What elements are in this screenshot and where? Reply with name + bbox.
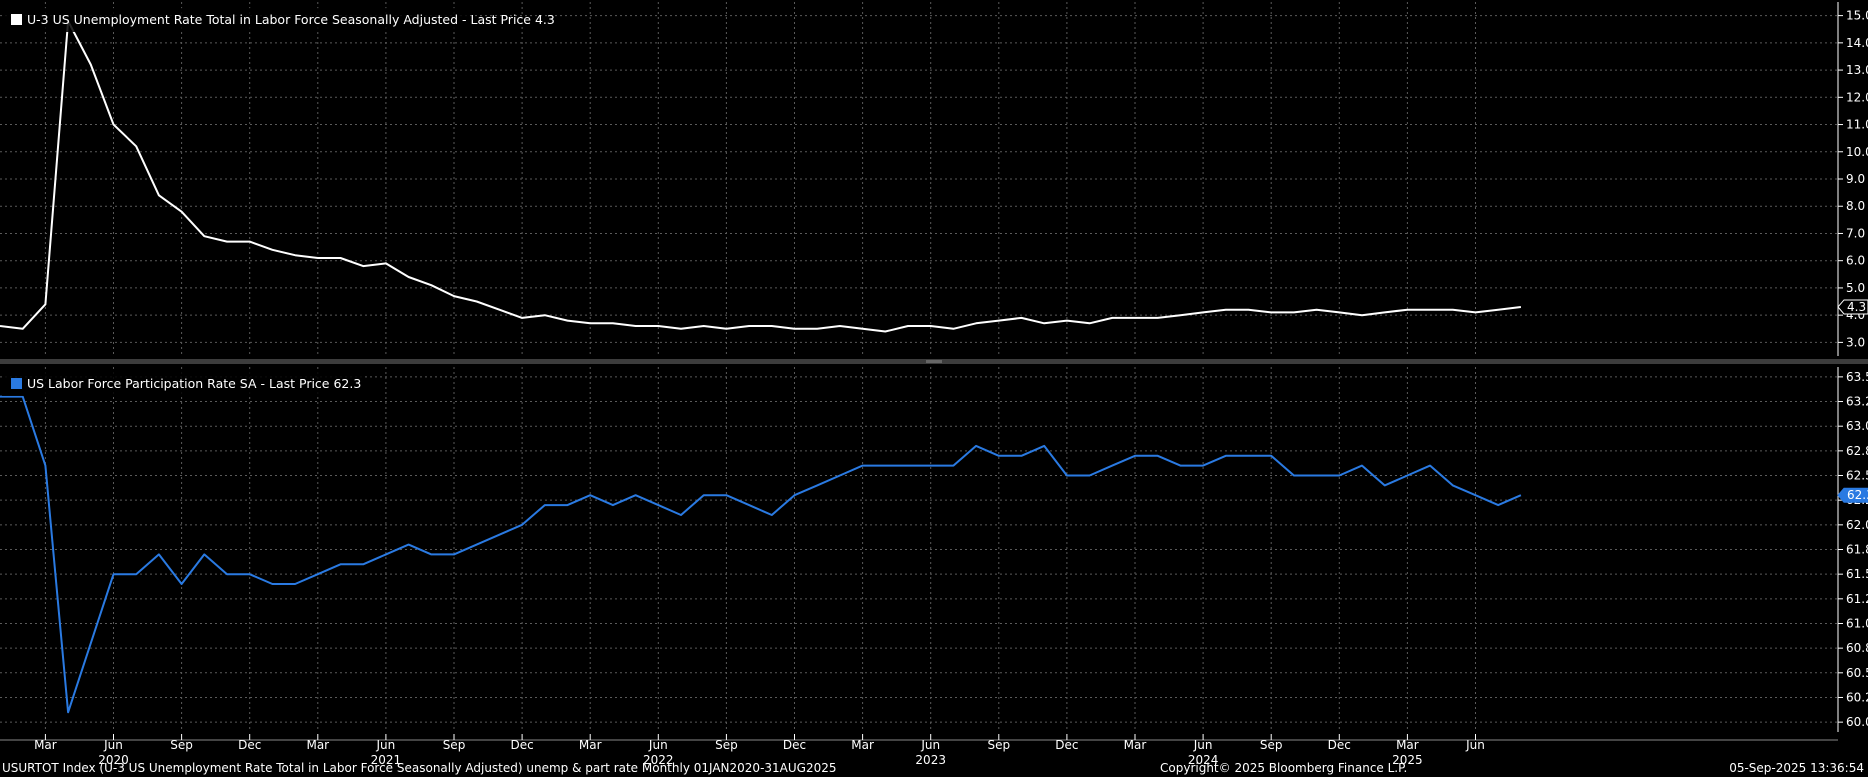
participation-ytick-label: 61.2 — [1846, 592, 1868, 606]
x-tick-month-label: Mar — [851, 738, 874, 752]
participation-ytick-label: 61.0 — [1846, 616, 1868, 630]
unemployment-last-price-label: 4.3 — [1847, 300, 1866, 314]
x-tick-month-label: Sep — [170, 738, 193, 752]
panel-divider-handle[interactable] — [926, 360, 942, 363]
unemployment-ytick-label: 11.0 — [1846, 118, 1868, 132]
x-tick-month-label: Dec — [238, 738, 261, 752]
x-tick-year-label: 2025 — [1392, 753, 1423, 767]
x-tick-month-label: Mar — [579, 738, 602, 752]
participation-ytick-label: 61.5 — [1846, 567, 1868, 581]
x-tick-month-label: Jun — [1193, 738, 1213, 752]
top-panel-legend: U-3 US Unemployment Rate Total in Labor … — [2, 8, 555, 32]
participation-ytick-label: 62.0 — [1846, 518, 1868, 532]
participation-rate-line — [0, 395, 1522, 714]
unemployment-ytick-label: 15.0 — [1846, 9, 1868, 23]
bottom-panel-legend: US Labor Force Participation Rate SA - L… — [2, 372, 364, 396]
x-tick-month-label: Dec — [783, 738, 806, 752]
participation-legend-swatch — [11, 378, 22, 389]
participation-ytick-label: 60.5 — [1846, 666, 1868, 680]
footer-timestamp: 05-Sep-2025 13:36:54 — [1729, 761, 1864, 775]
unemployment-ytick-label: 14.0 — [1846, 36, 1868, 50]
participation-legend-label: US Labor Force Participation Rate SA - L… — [27, 376, 361, 391]
unemployment-ytick-label: 6.0 — [1846, 254, 1865, 268]
participation-ytick-label: 63.0 — [1846, 419, 1868, 433]
unemployment-ytick-label: 7.0 — [1846, 226, 1865, 240]
footer-copyright: Copyright© 2025 Bloomberg Finance L.P. — [1160, 761, 1407, 775]
x-tick-month-label: Sep — [715, 738, 738, 752]
x-tick-month-label: Jun — [376, 738, 396, 752]
participation-ytick-label: 60.8 — [1846, 641, 1868, 655]
unemployment-ytick-label: 13.0 — [1846, 63, 1868, 77]
participation-series-line — [0, 395, 1522, 714]
x-tick-month-label: Sep — [443, 738, 466, 752]
unemployment-legend-label: U-3 US Unemployment Rate Total in Labor … — [27, 12, 555, 27]
bottom-panel-grid — [0, 367, 1838, 732]
unemployment-last-price-tag: 4.3 — [1837, 299, 1868, 315]
footer-description: USURTOT Index (U-3 US Unemployment Rate … — [2, 761, 837, 775]
x-tick-year-label: 2020 — [98, 753, 129, 767]
x-tick-year-label: 2024 — [1188, 753, 1219, 767]
participation-ytick-label: 63.2 — [1846, 395, 1868, 409]
unemployment-ytick-label: 12.0 — [1846, 90, 1868, 104]
unemployment-rate-line — [0, 20, 1522, 333]
participation-ytick-label: 63.5 — [1846, 370, 1868, 384]
unemployment-last-price-box — [1837, 299, 1868, 315]
x-tick-month-label: Jun — [1465, 738, 1485, 752]
bottom-panel-y-axis: 60.060.260.560.861.061.261.561.862.062.2… — [1837, 367, 1868, 732]
participation-last-price-box — [1837, 487, 1868, 503]
x-tick-month-label: Dec — [1055, 738, 1078, 752]
participation-last-price-tag: 62.3 — [1837, 487, 1868, 503]
x-tick-year-label: 2022 — [643, 753, 674, 767]
x-tick-month-label: Dec — [510, 738, 533, 752]
unemployment-ytick-label: 3.0 — [1846, 335, 1865, 349]
unemployment-ytick-label: 8.0 — [1846, 199, 1865, 213]
participation-ytick-label: 62.8 — [1846, 444, 1868, 458]
unemployment-series-line — [0, 20, 1522, 333]
participation-ytick-label: 62.5 — [1846, 469, 1868, 483]
x-axis: Mar Jun Sep Dec Mar Jun Sep Dec Mar Jun Sep Dec Mar J… — [0, 734, 1838, 767]
x-tick-month-label: Mar — [34, 738, 57, 752]
unemployment-ytick-label: 9.0 — [1846, 172, 1865, 186]
unemployment-ytick-label: 10.0 — [1846, 145, 1868, 159]
x-tick-month-label: Jun — [920, 738, 940, 752]
participation-ytick-label: 61.8 — [1846, 543, 1868, 557]
x-tick-month-label: Sep — [1260, 738, 1283, 752]
x-tick-month-label: Jun — [103, 738, 123, 752]
participation-ytick-label: 60.0 — [1846, 715, 1868, 729]
x-tick-month-label: Sep — [987, 738, 1010, 752]
x-tick-year-label: 2021 — [371, 753, 402, 767]
x-tick-year-label: 2023 — [915, 753, 946, 767]
participation-ytick-label: 60.2 — [1846, 690, 1868, 704]
x-tick-month-label: Mar — [1124, 738, 1147, 752]
x-tick-month-label: Dec — [1328, 738, 1351, 752]
x-tick-month-label: Mar — [306, 738, 329, 752]
unemployment-legend-swatch — [11, 14, 22, 25]
x-tick-month-label: Mar — [1396, 738, 1419, 752]
participation-last-price-label: 62.3 — [1847, 488, 1868, 502]
x-tick-month-label: Jun — [648, 738, 668, 752]
unemployment-ytick-label: 5.0 — [1846, 281, 1865, 295]
